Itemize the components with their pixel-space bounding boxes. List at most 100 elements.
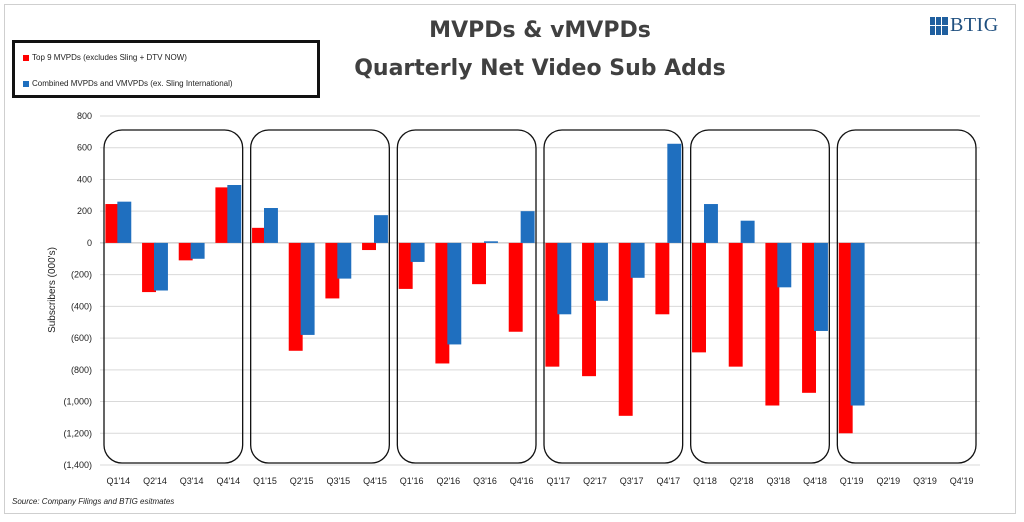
bar-top9 (398, 242, 413, 289)
legend-swatch-combined (23, 80, 29, 87)
bar-top9 (472, 242, 486, 285)
grid-lines (100, 115, 980, 466)
year-group-box (396, 129, 537, 464)
y-tick-label: 0 (87, 238, 92, 248)
x-tick-label: Q2'16 (436, 476, 460, 486)
bar-top9 (178, 242, 193, 261)
bar-top9 (105, 204, 120, 243)
y-tick-label: 400 (77, 174, 92, 184)
bar-combined (264, 208, 278, 243)
bar-combined (154, 242, 168, 291)
bar-combined (410, 242, 425, 262)
bar-combined (777, 242, 792, 288)
year-group-boxes (103, 129, 977, 464)
chart-frame (4, 4, 1016, 514)
bar-combined (667, 143, 682, 243)
y-axis-ticks: 800 600 400 200 0 (200) (400) (600) (800) (1,000)… (63, 111, 92, 470)
bar-top9 (728, 242, 743, 367)
x-tick-label: Q1'19 (840, 476, 864, 486)
x-tick-label: Q2'14 (143, 476, 167, 486)
x-tick-label: Q2'15 (290, 476, 314, 486)
y-tick-label: (800) (71, 365, 92, 375)
year-group-box (543, 129, 684, 464)
x-tick-label: Q2'19 (876, 476, 900, 486)
year-group-box (103, 129, 244, 464)
y-tick-label: (1,000) (63, 397, 92, 407)
x-tick-label: Q4'14 (216, 476, 240, 486)
bar-top9 (838, 242, 853, 434)
x-tick-label: Q2'17 (583, 476, 607, 486)
bar-combined (594, 242, 608, 301)
x-tick-label: Q3'19 (913, 476, 937, 486)
bar-top9 (215, 187, 230, 243)
bars (105, 143, 865, 434)
bar-top9 (288, 242, 303, 351)
bar-top9 (435, 242, 450, 364)
bar-combined (484, 241, 498, 243)
bar-top9 (618, 242, 633, 416)
legend-swatch-top9 (23, 54, 29, 61)
bar-combined (557, 242, 572, 315)
y-tick-label: (200) (71, 270, 92, 280)
x-tick-label: Q1'14 (106, 476, 130, 486)
source-note: Source: Company Filings and BTIG esitmat… (12, 497, 175, 506)
bar-top9 (545, 242, 560, 367)
bar-top9 (142, 242, 156, 293)
bar-combined (850, 242, 865, 406)
x-tick-label: Q1'15 (253, 476, 277, 486)
x-tick-label: Q1'18 (693, 476, 717, 486)
year-group-box (836, 129, 977, 464)
legend-item-top9: Top 9 MVPDs (excludes Sling + DTV NOW) (23, 53, 187, 62)
x-tick-label: Q4'15 (363, 476, 387, 486)
y-axis-label: Subscribers (000's) (47, 247, 58, 333)
y-tick-label: (600) (71, 333, 92, 343)
x-tick-label: Q4'16 (510, 476, 534, 486)
x-tick-label: Q3'14 (180, 476, 204, 486)
x-tick-label: Q2'18 (730, 476, 754, 486)
y-tick-label: (400) (71, 301, 92, 311)
chart-title: MVPDs & vMVPDs (429, 18, 651, 43)
bar-combined (520, 211, 535, 243)
x-tick-label: Q3'16 (473, 476, 497, 486)
x-axis-ticks: Q1'14 Q2'14 Q3'14 Q4'14 Q1'15 Q2'15 Q3'15 Q4'15… (106, 476, 973, 486)
bar-top9 (325, 242, 340, 299)
bar-combined (447, 242, 462, 345)
legend-label-top9: Top 9 MVPDs (excludes Sling + DTV NOW) (32, 53, 187, 62)
bar-combined (117, 201, 132, 243)
bar-top9 (692, 242, 706, 353)
bar-top9 (582, 242, 596, 377)
btig-logo: BTIG (930, 14, 999, 37)
x-tick-label: Q4'19 (950, 476, 974, 486)
bar-combined (227, 185, 242, 243)
x-tick-label: Q3'15 (326, 476, 350, 486)
bar-combined (190, 242, 205, 259)
bar-top9 (508, 242, 523, 332)
bar-top9 (765, 242, 780, 406)
x-tick-label: Q4'17 (656, 476, 680, 486)
bar-combined (740, 220, 755, 243)
chart-legend: Top 9 MVPDs (excludes Sling + DTV NOW) C… (12, 40, 320, 98)
bar-combined (704, 204, 718, 243)
x-tick-label: Q3'17 (620, 476, 644, 486)
bar-top9 (802, 242, 816, 393)
bar-top9 (252, 227, 266, 243)
year-group-box (250, 129, 390, 464)
bar-combined (337, 242, 352, 279)
bar-combined (374, 215, 388, 243)
y-tick-label: (1,200) (63, 428, 92, 438)
btig-logo-mark-icon (930, 16, 948, 35)
bar-combined (814, 242, 828, 331)
legend-item-combined: Combined MVPDs and VMVPDs (ex. Sling Int… (23, 79, 233, 88)
x-tick-label: Q1'17 (546, 476, 570, 486)
year-group-box (690, 129, 830, 464)
chart-subtitle: Quarterly Net Video Sub Adds (354, 56, 726, 81)
bar-top9 (655, 242, 670, 315)
bar-top9 (362, 242, 376, 251)
y-tick-label: 800 (77, 111, 92, 121)
bar-combined (300, 242, 315, 335)
y-tick-label: 200 (77, 206, 92, 216)
btig-logo-text: BTIG (950, 14, 999, 36)
legend-label-combined: Combined MVPDs and VMVPDs (ex. Sling Int… (32, 79, 233, 88)
y-tick-label: (1,400) (63, 460, 92, 470)
